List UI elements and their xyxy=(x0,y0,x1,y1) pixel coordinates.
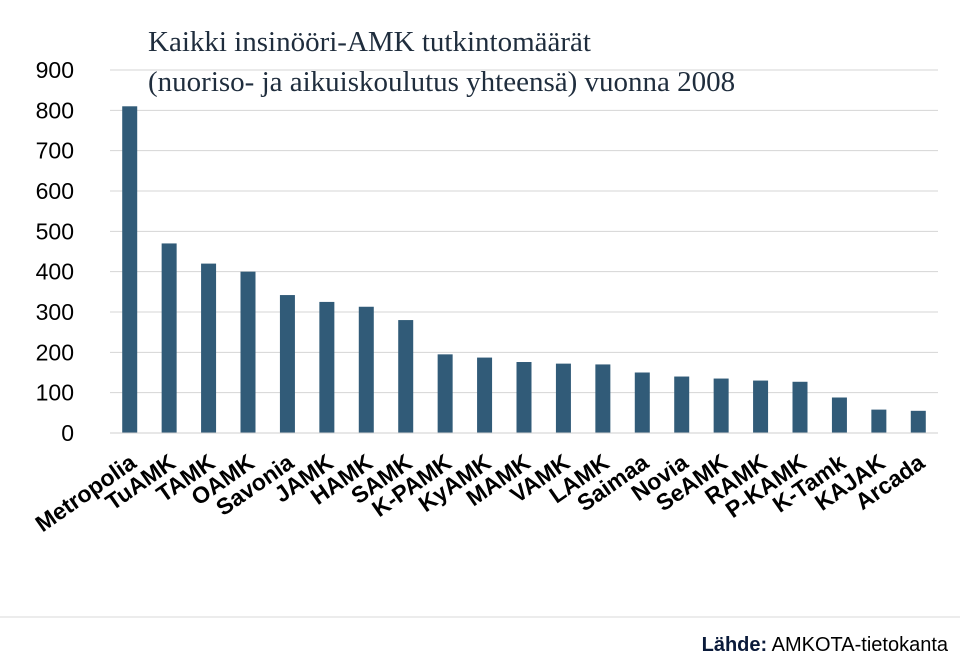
y-tick-label: 900 xyxy=(36,57,74,83)
bar-k-tamk xyxy=(831,397,847,433)
chart-title-line-1: Kaikki insinööri-AMK tutkintomäärät xyxy=(148,26,591,58)
bar-mamk xyxy=(516,362,532,433)
bar-ramk xyxy=(753,380,769,433)
bar-oamk xyxy=(240,271,256,433)
bar-lamk xyxy=(595,364,611,433)
bar-hamk xyxy=(358,306,374,433)
bars xyxy=(122,106,926,434)
bar-samk xyxy=(398,320,414,433)
bar-saimaa xyxy=(634,372,650,433)
bar-jamk xyxy=(319,301,335,433)
bar-p-kamk xyxy=(792,381,808,433)
y-tick-label: 500 xyxy=(36,218,74,244)
y-tick-label: 600 xyxy=(36,178,74,204)
bar-metropolia xyxy=(122,106,138,434)
y-tick-label: 400 xyxy=(36,259,74,285)
bar-novia xyxy=(674,376,690,433)
x-axis-ticks: MetropoliaTuAMKTAMKOAMKSavoniaJAMKHAMKSA… xyxy=(30,449,929,537)
y-tick-label: 0 xyxy=(61,420,74,446)
bar-vamk xyxy=(555,363,571,433)
bar-k-pamk xyxy=(437,354,453,433)
y-tick-label: 200 xyxy=(36,339,74,365)
bar-savonia xyxy=(279,295,295,433)
y-tick-label: 800 xyxy=(36,97,74,123)
bar-tuamk xyxy=(161,243,177,433)
y-axis-ticks: 0 100 200 300 400 500 600 700 800 900 xyxy=(36,57,74,446)
chart-title-line-2: (nuoriso- ja aikuiskoulutus yhteensä) vu… xyxy=(148,66,735,98)
bar-kajak xyxy=(871,409,887,433)
source-label: Lähde: xyxy=(701,634,768,656)
y-tick-label: 700 xyxy=(36,138,74,164)
bar-arcada xyxy=(910,410,926,433)
bar-seamk xyxy=(713,378,729,433)
y-tick-label: 300 xyxy=(36,299,74,325)
bar-tamk xyxy=(201,263,217,433)
source-note: Lähde: AMKOTA-tietokanta xyxy=(702,634,948,657)
source-text: AMKOTA-tietokanta xyxy=(771,634,948,656)
bar-kyamk xyxy=(477,357,493,433)
gridlines xyxy=(110,69,938,394)
y-tick-label: 100 xyxy=(36,380,74,406)
